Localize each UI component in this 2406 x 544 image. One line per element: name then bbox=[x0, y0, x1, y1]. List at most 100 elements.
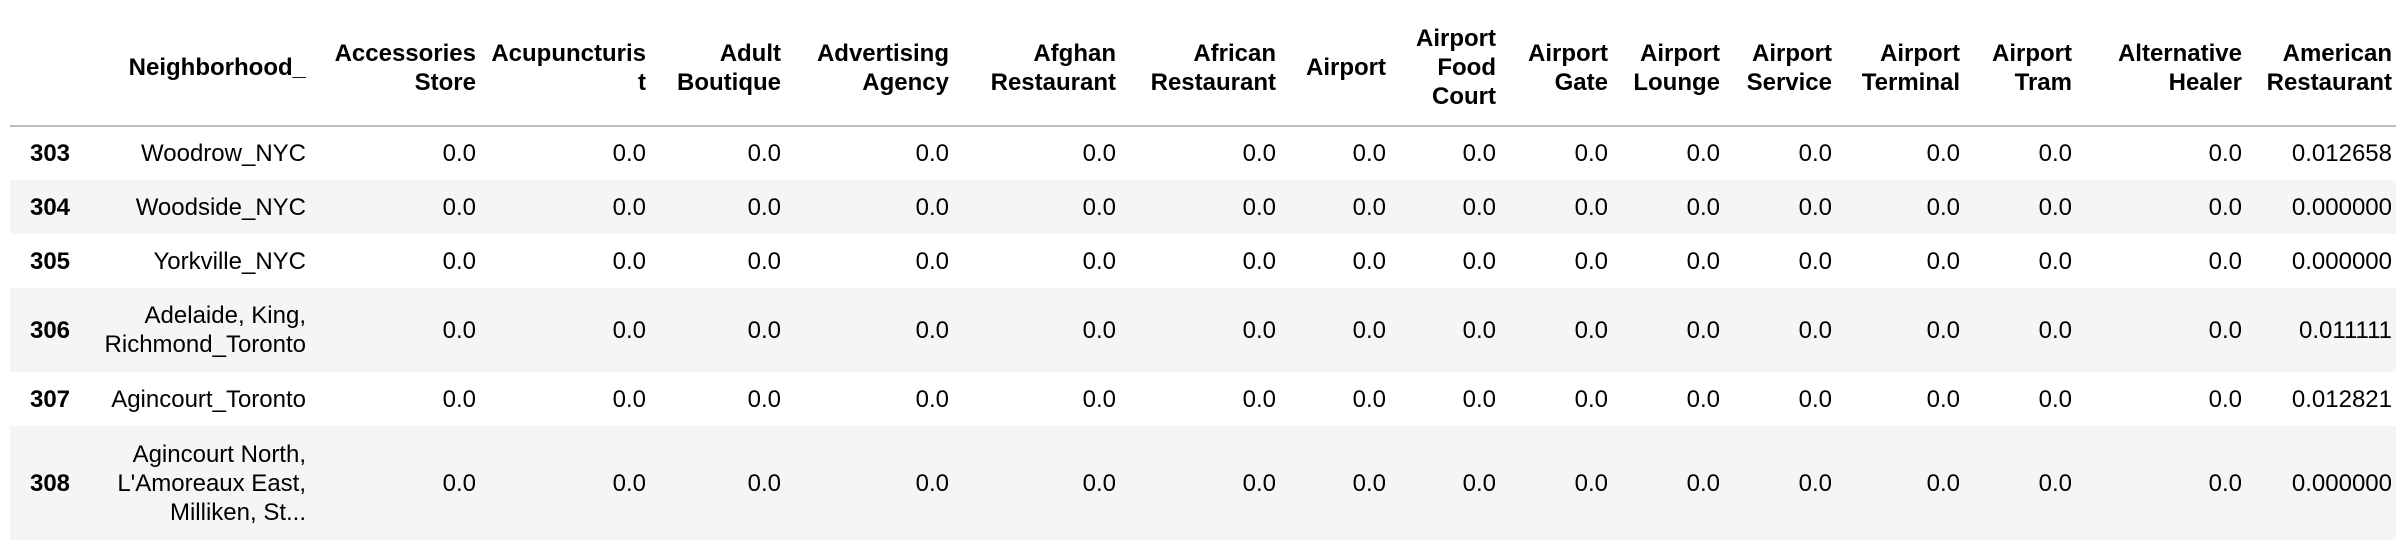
value-cell: 0.0 bbox=[747, 316, 781, 344]
value-cell: 0.0 bbox=[1242, 193, 1276, 221]
value-cell: 0.0 bbox=[612, 469, 646, 497]
value-cell: 0.0 bbox=[1352, 140, 1386, 167]
table-row: 303 Woodrow_NYC 0.0 0.0 0.0 0.0 0.0 0.0 0.0 0.0 0.… bbox=[10, 126, 2396, 180]
value-cell: 0.0 bbox=[1082, 385, 1116, 413]
column-header: Acupuncturist bbox=[480, 10, 650, 127]
value-cell: 0.0 bbox=[1242, 469, 1276, 497]
value-cell: 0.0 bbox=[1686, 316, 1720, 344]
value-cell: 0.0 bbox=[1686, 469, 1720, 497]
value-cell: 0.0 bbox=[1798, 140, 1832, 167]
value-cell: 0.0 bbox=[1352, 316, 1386, 344]
column-header: Airport Service bbox=[1724, 10, 1836, 127]
value-cell: 0.0 bbox=[1686, 247, 1720, 275]
column-header: Airport Tram bbox=[1964, 10, 2076, 127]
row-index: 307 bbox=[29, 385, 71, 413]
value-cell: 0.0 bbox=[1798, 469, 1832, 497]
value-cell: 0.0 bbox=[1352, 193, 1386, 221]
value-cell: 0.0 bbox=[747, 385, 781, 413]
value-cell: 0.0 bbox=[1574, 316, 1608, 344]
header-row: Neighborhood_ Accessories Store Acupunct… bbox=[10, 10, 2396, 127]
value-cell: 0.0 bbox=[612, 193, 646, 221]
value-cell: 0.0 bbox=[1082, 316, 1116, 344]
value-cell: 0.0 bbox=[1926, 140, 1960, 167]
value-cell: 0.000000 bbox=[2291, 193, 2392, 221]
value-cell: 0.0 bbox=[2208, 385, 2242, 413]
row-index: 305 bbox=[29, 247, 71, 275]
value-cell: 0.0 bbox=[442, 140, 476, 167]
column-header: Airport Terminal bbox=[1836, 10, 1964, 127]
value-cell: 0.0 bbox=[1352, 385, 1386, 413]
dataframe-table: Neighborhood_ Accessories Store Acupunct… bbox=[10, 10, 2396, 540]
value-cell: 0.0 bbox=[612, 247, 646, 275]
value-cell: 0.0 bbox=[2038, 193, 2072, 221]
column-header: Alternative Healer bbox=[2076, 10, 2246, 127]
value-cell: 0.0 bbox=[747, 140, 781, 167]
neighborhood-cell: Woodside_NYC bbox=[135, 193, 306, 221]
value-cell: 0.0 bbox=[1926, 193, 1960, 221]
value-cell: 0.012821 bbox=[2291, 385, 2392, 413]
table-header: Neighborhood_ Accessories Store Acupunct… bbox=[10, 10, 2396, 127]
table-body: 303 Woodrow_NYC 0.0 0.0 0.0 0.0 0.0 0.0 0.0 0.0 0.… bbox=[10, 126, 2396, 540]
value-cell: 0.0 bbox=[442, 385, 476, 413]
value-cell: 0.0 bbox=[1574, 247, 1608, 275]
table-row: 304 Woodside_NYC 0.0 0.0 0.0 0.0 0.0 0.0 0.0 0.0 0… bbox=[10, 180, 2396, 234]
row-index: 304 bbox=[29, 193, 71, 221]
value-cell: 0.0 bbox=[442, 316, 476, 344]
value-cell: 0.000000 bbox=[2291, 469, 2392, 497]
value-cell: 0.0 bbox=[2038, 140, 2072, 167]
column-header: Adult Boutique bbox=[650, 10, 785, 127]
value-cell: 0.0 bbox=[747, 193, 781, 221]
value-cell: 0.0 bbox=[2038, 247, 2072, 275]
value-cell: 0.0 bbox=[2038, 469, 2072, 497]
row-index: 308 bbox=[29, 469, 71, 497]
value-cell: 0.0 bbox=[612, 140, 646, 167]
value-cell: 0.0 bbox=[2208, 247, 2242, 275]
column-header: Airport Food Court bbox=[1390, 10, 1500, 127]
table-row: 308 Agincourt North, L'Amoreaux East, Mil… bbox=[10, 426, 2396, 540]
value-cell: 0.0 bbox=[442, 247, 476, 275]
neighborhood-cell: Agincourt_Toronto bbox=[111, 385, 306, 413]
value-cell: 0.0 bbox=[1926, 469, 1960, 497]
column-header: Airport Lounge bbox=[1612, 10, 1724, 127]
value-cell: 0.0 bbox=[1798, 385, 1832, 413]
value-cell: 0.0 bbox=[915, 385, 949, 413]
value-cell: 0.0 bbox=[1462, 469, 1496, 497]
value-cell: 0.0 bbox=[1462, 193, 1496, 221]
value-cell: 0.0 bbox=[1798, 247, 1832, 275]
value-cell: 0.0 bbox=[1462, 316, 1496, 344]
neighborhood-cell: Agincourt North, L'Amoreaux East, Millik… bbox=[117, 440, 306, 526]
value-cell: 0.0 bbox=[915, 247, 949, 275]
value-cell: 0.0 bbox=[1798, 193, 1832, 221]
neighborhood-cell: Woodrow_NYC bbox=[141, 140, 306, 167]
value-cell: 0.0 bbox=[1242, 316, 1276, 344]
column-header: Advertising Agency bbox=[785, 10, 953, 127]
value-cell: 0.0 bbox=[747, 469, 781, 497]
value-cell: 0.0 bbox=[1574, 140, 1608, 167]
row-index: 306 bbox=[29, 316, 71, 344]
value-cell: 0.0 bbox=[612, 316, 646, 344]
value-cell: 0.0 bbox=[1686, 193, 1720, 221]
column-header: Afghan Restaurant bbox=[953, 10, 1120, 127]
value-cell: 0.0 bbox=[1082, 247, 1116, 275]
value-cell: 0.0 bbox=[1082, 469, 1116, 497]
value-cell: 0.0 bbox=[1926, 316, 1960, 344]
table-row: 306 Adelaide, King, Richmond_Toronto 0.0 0.… bbox=[10, 288, 2396, 372]
value-cell: 0.0 bbox=[1242, 247, 1276, 275]
neighborhood-cell: Yorkville_NYC bbox=[153, 247, 306, 275]
value-cell: 0.0 bbox=[2208, 140, 2242, 167]
value-cell: 0.0 bbox=[1352, 247, 1386, 275]
index-header bbox=[10, 10, 90, 127]
value-cell: 0.0 bbox=[1798, 316, 1832, 344]
value-cell: 0.0 bbox=[2208, 316, 2242, 344]
value-cell: 0.0 bbox=[915, 316, 949, 344]
value-cell: 0.0 bbox=[2038, 316, 2072, 344]
value-cell: 0.0 bbox=[1574, 385, 1608, 413]
value-cell: 0.0 bbox=[1686, 385, 1720, 413]
value-cell: 0.0 bbox=[1462, 385, 1496, 413]
value-cell: 0.0 bbox=[1926, 247, 1960, 275]
neighborhood-cell: Adelaide, King, Richmond_Toronto bbox=[104, 302, 306, 358]
value-cell: 0.0 bbox=[1574, 193, 1608, 221]
value-cell: 0.0 bbox=[442, 193, 476, 221]
value-cell: 0.0 bbox=[747, 247, 781, 275]
